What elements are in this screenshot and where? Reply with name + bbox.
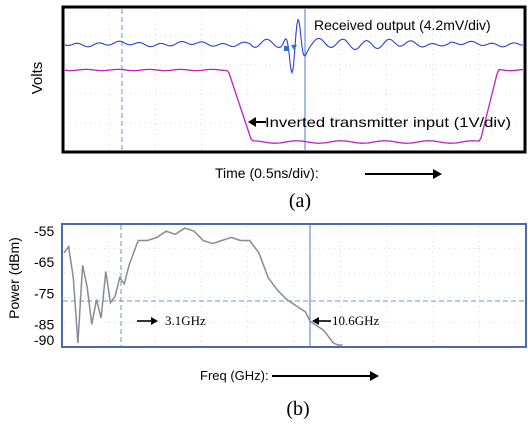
chart-a: Volts Received output (4.2mV/div) Invert… xyxy=(29,5,527,212)
input-annotation: Inverted transmitter input (1V/div) xyxy=(265,114,511,130)
y-tick-label: -75 xyxy=(34,285,54,301)
cursor-marker xyxy=(284,46,289,51)
cursor-marker xyxy=(291,45,297,50)
chart-a-xlabel: Time (0.5ns/div): xyxy=(215,165,319,181)
chart-b-xlabel: Freq (GHz): xyxy=(200,368,269,383)
chart-b: Power (dBm) -55 -65 -75 -85-90 3.1GHz 10.6G… xyxy=(6,223,527,420)
y-tick-label: -85 xyxy=(34,316,54,332)
arrow-left-icon xyxy=(312,317,319,325)
arrow-left-icon xyxy=(248,117,256,127)
arrow-right-icon xyxy=(151,317,158,325)
chart-a-grid xyxy=(65,9,523,150)
received-annotation: Received output (4.2mV/div) xyxy=(314,17,491,33)
y-tick-label: -65 xyxy=(34,254,54,270)
arrow-right-icon xyxy=(370,371,379,381)
panel-label-a: (a) xyxy=(289,190,311,212)
input-trace xyxy=(64,68,524,144)
chart-b-grid xyxy=(64,226,524,345)
panel-label-b: (b) xyxy=(286,398,309,420)
y-tick-label: -90 xyxy=(34,332,54,348)
annotation-10-6ghz: 10.6GHz xyxy=(332,313,380,328)
received-trace xyxy=(64,18,524,75)
chart-b-y-ticks: -55 -65 -75 -85-90 xyxy=(34,223,54,348)
y-tick-label: -55 xyxy=(34,223,54,239)
chart-b-frame xyxy=(61,223,527,348)
power-trace xyxy=(63,227,343,346)
chart-a-ylabel: Volts xyxy=(29,62,46,95)
annotation-3-1ghz: 3.1GHz xyxy=(165,313,206,328)
arrow-right-icon xyxy=(433,169,442,179)
chart-b-ylabel: Power (dBm) xyxy=(6,237,22,319)
